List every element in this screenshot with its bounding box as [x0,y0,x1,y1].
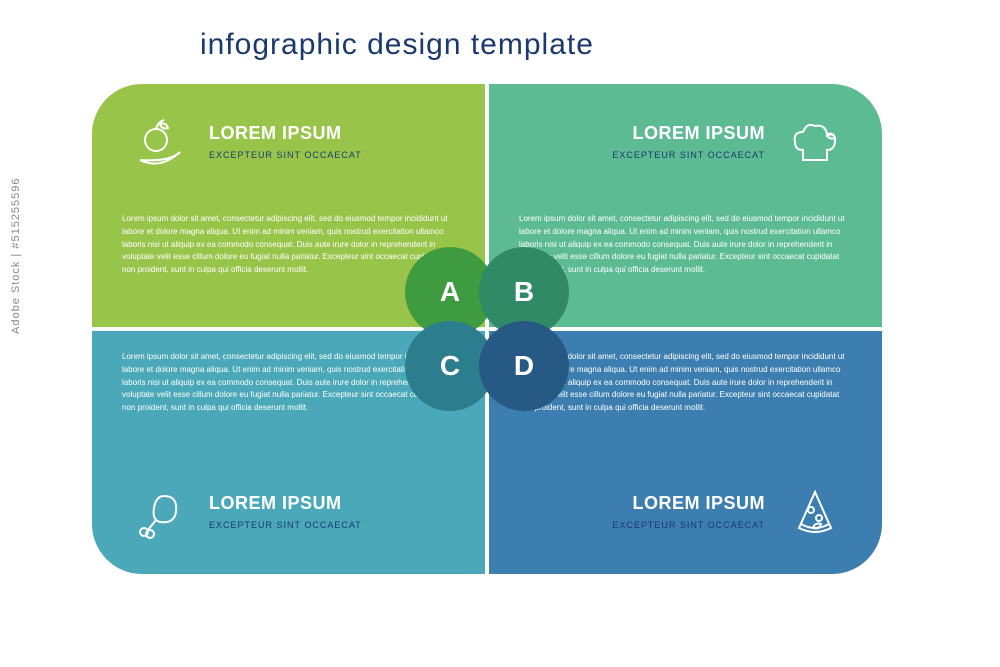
card-d: Lorem ipsum dolor sit amet, consectetur … [489,331,882,574]
card-a-heading: LOREM IPSUM [209,123,362,144]
page-title: infographic design template [200,28,594,62]
infographic-grid: LOREM IPSUM EXCEPTEUR SINT OCCAECAT Lore… [92,84,882,574]
card-d-sub: EXCEPTEUR SINT OCCAECAT [612,520,765,530]
watermark: Adobe Stock | #515255596 [10,177,22,334]
card-b-sub: EXCEPTEUR SINT OCCAECAT [612,150,765,160]
chicken-leg-icon [122,482,197,542]
card-d-heading: LOREM IPSUM [612,493,765,514]
card-b-heading: LOREM IPSUM [612,123,765,144]
card-b: LOREM IPSUM EXCEPTEUR SINT OCCAECAT Lore… [489,84,882,327]
card-a-sub: EXCEPTEUR SINT OCCAECAT [209,150,362,160]
pizza-slice-icon [777,482,852,542]
card-d-letter: D [479,321,569,411]
fruit-icon [122,112,197,172]
card-a: LOREM IPSUM EXCEPTEUR SINT OCCAECAT Lore… [92,84,485,327]
card-c-sub: EXCEPTEUR SINT OCCAECAT [209,520,362,530]
card-c: Lorem ipsum dolor sit amet, consectetur … [92,331,485,574]
card-c-heading: LOREM IPSUM [209,493,362,514]
chef-hat-icon [777,112,852,172]
